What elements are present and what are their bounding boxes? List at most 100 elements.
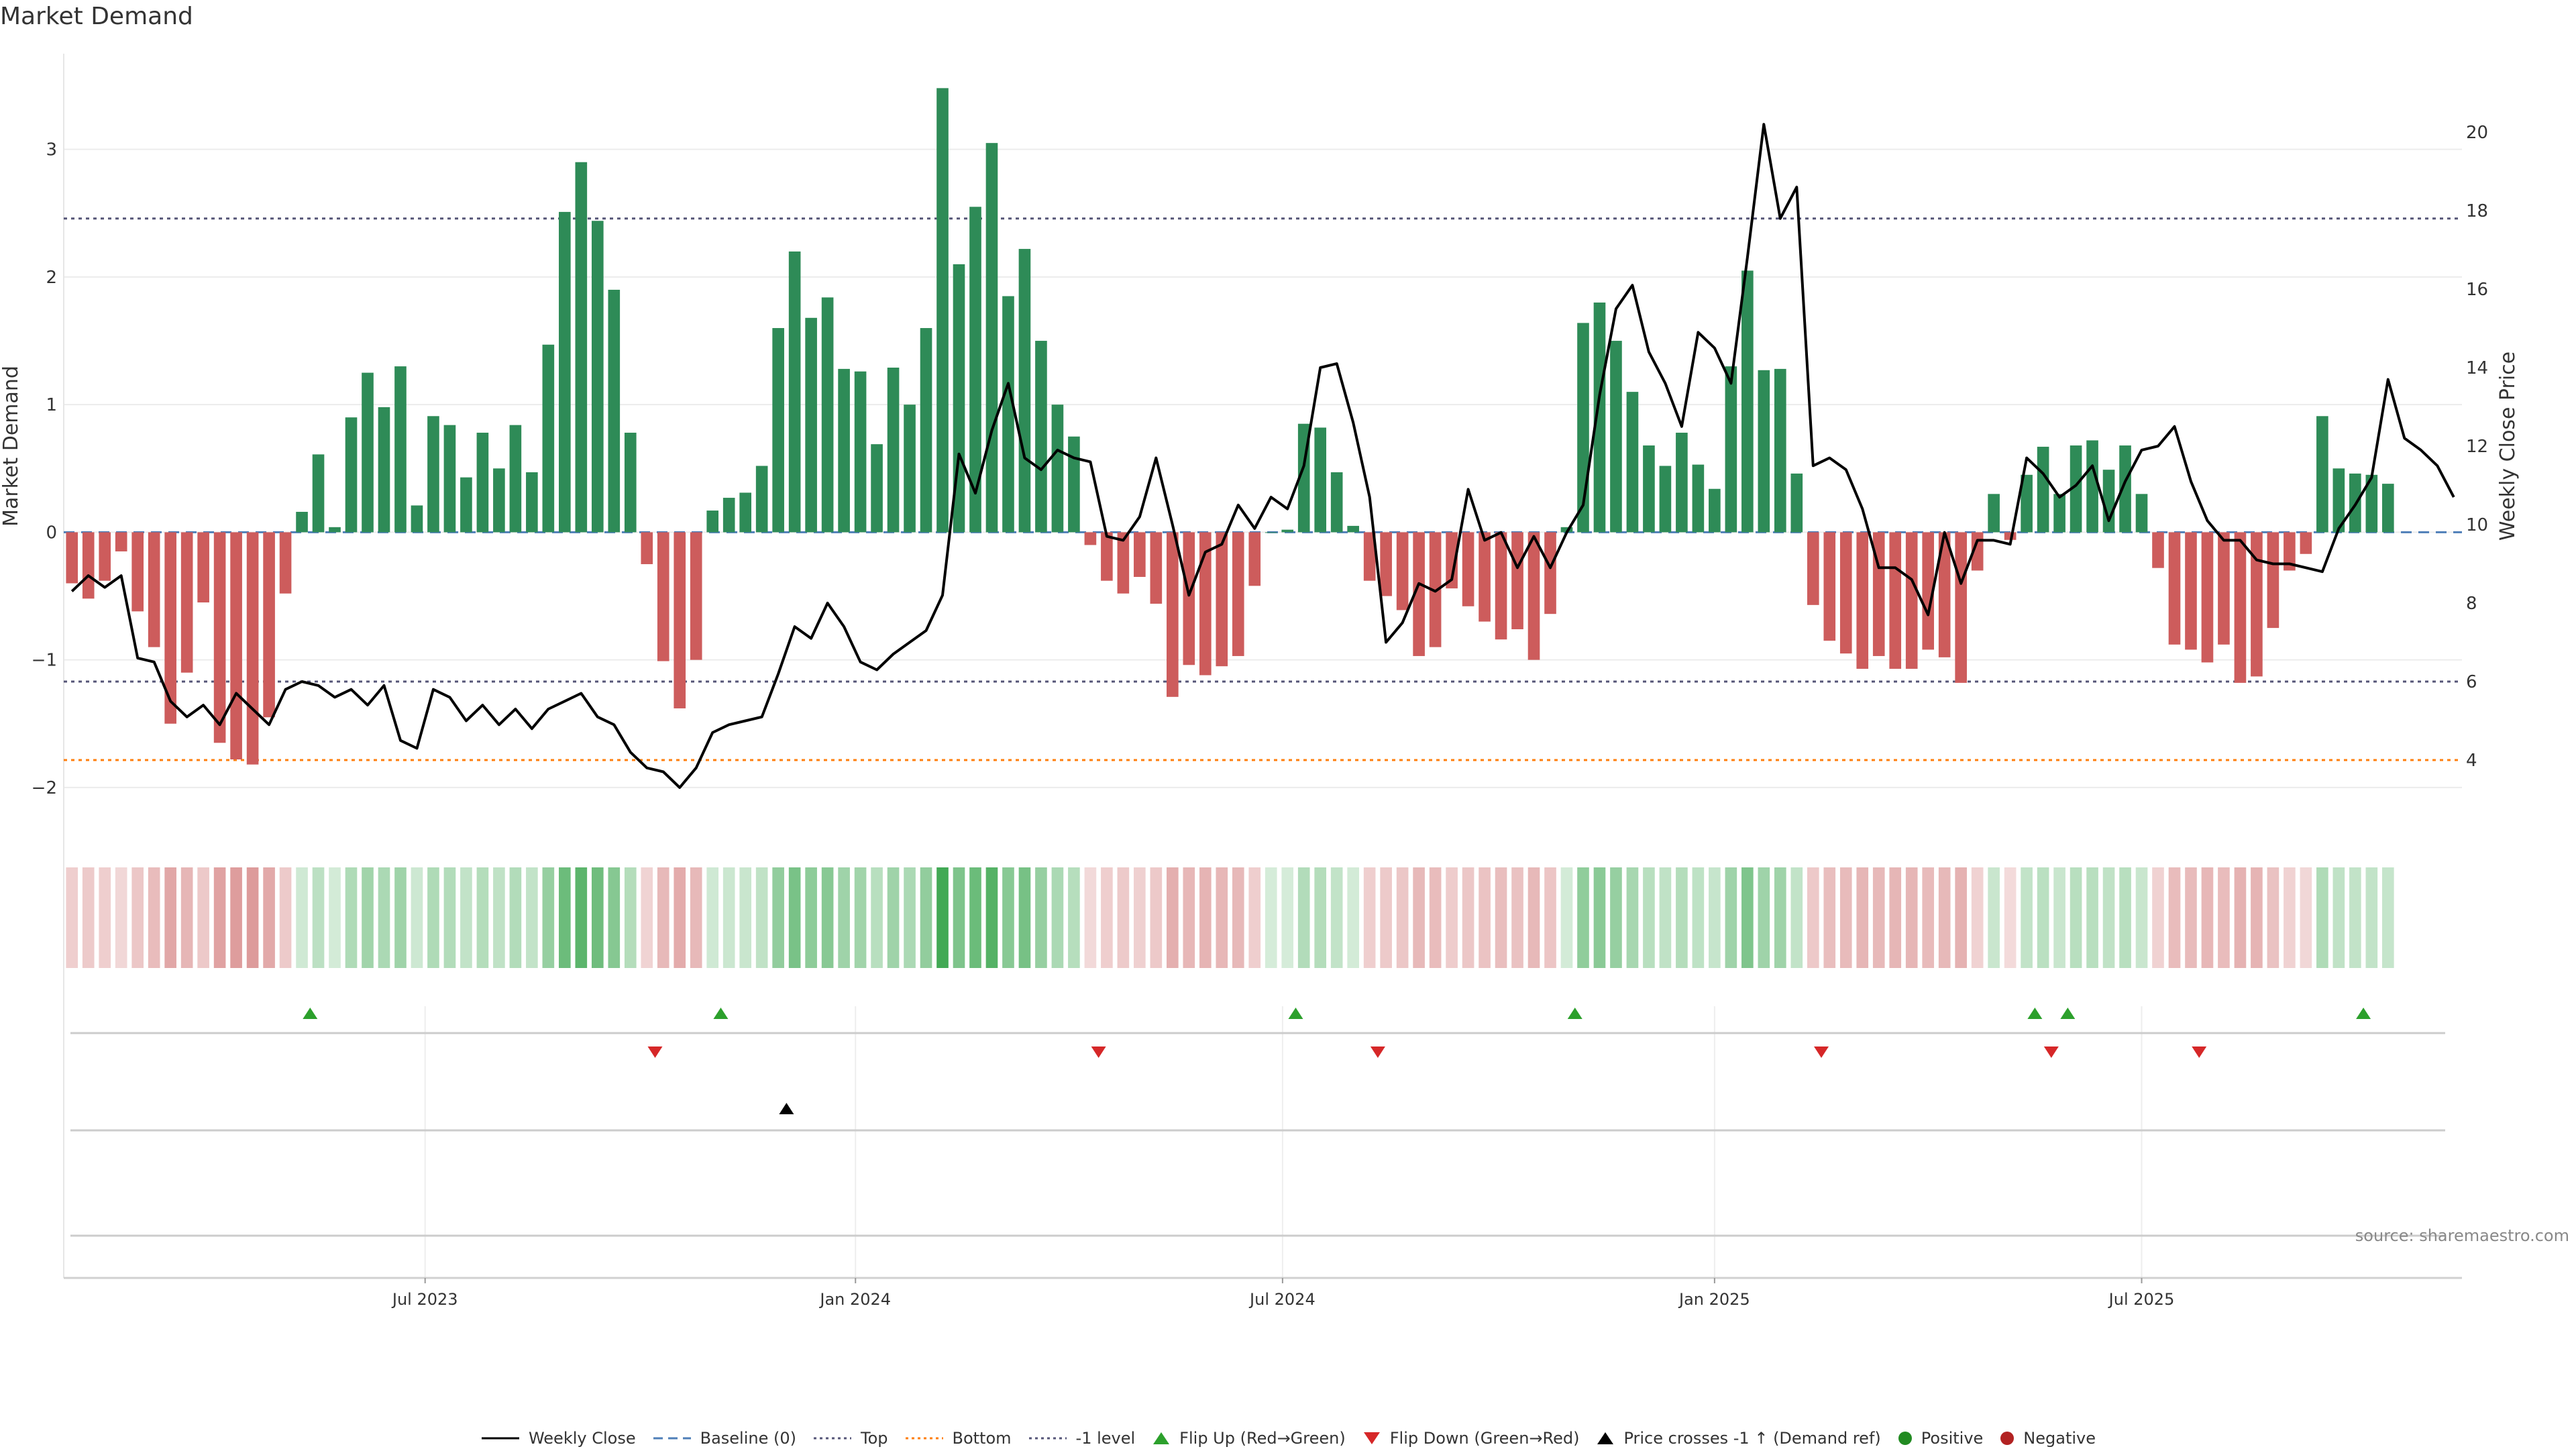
negative-bar xyxy=(1413,532,1425,656)
flip-up-marker xyxy=(2060,1008,2076,1019)
negative-bar xyxy=(1872,532,1885,656)
heat-cell xyxy=(591,867,604,968)
heat-cell xyxy=(1758,867,1770,968)
negative-bar xyxy=(1955,532,1967,683)
positive-bar xyxy=(427,416,439,533)
legend-label: Flip Up (Red→Green) xyxy=(1179,1429,1346,1448)
heat-cell xyxy=(1396,867,1409,968)
heat-cell xyxy=(1380,867,1392,968)
positive-bar xyxy=(460,477,472,533)
dotted-line-icon xyxy=(1028,1437,1067,1440)
heat-cell xyxy=(542,867,555,968)
heat-cell xyxy=(476,867,489,968)
heat-cell xyxy=(1363,867,1376,968)
source-note: source: sharemaestro.com xyxy=(2355,1226,2569,1245)
positive-bar xyxy=(2037,446,2049,533)
heat-cell xyxy=(394,867,407,968)
heat-cell xyxy=(1446,867,1458,968)
heat-cell xyxy=(1692,867,1705,968)
positive-bar xyxy=(920,328,932,533)
positive-bar xyxy=(2332,468,2345,533)
right-axis: 20 18 16 14 12 10 8 6 4 Weekly Close Price xyxy=(2466,123,2520,771)
flip-down-marker xyxy=(1814,1046,1829,1058)
heat-cell xyxy=(1018,867,1031,968)
heat-cell xyxy=(674,867,686,968)
positive-bar xyxy=(2102,470,2115,533)
flip-down-marker xyxy=(647,1046,663,1058)
negative-bar xyxy=(1216,532,1228,667)
heat-cell xyxy=(1527,867,1540,968)
heat-cell xyxy=(2037,867,2049,968)
heat-cell xyxy=(1988,867,2000,968)
positive-bar xyxy=(2316,416,2328,533)
positive-bar xyxy=(2365,474,2378,533)
negative-bar xyxy=(2218,532,2230,645)
heat-cell xyxy=(2349,867,2361,968)
right-tick-label: 18 xyxy=(2466,201,2488,221)
negative-bar xyxy=(1922,532,1935,650)
orange-dotted-line-icon xyxy=(905,1437,943,1440)
negative-bar xyxy=(82,532,95,599)
heat-cell xyxy=(2070,867,2082,968)
black-triangle-up-icon xyxy=(1597,1432,1614,1444)
heat-cell xyxy=(1823,867,1836,968)
green-circle-icon xyxy=(1898,1432,1912,1445)
heat-cell xyxy=(213,867,226,968)
heat-cell xyxy=(1905,867,1918,968)
right-tick-label: 8 xyxy=(2466,594,2477,614)
legend-item-flip-up: Flip Up (Red→Green) xyxy=(1151,1429,1346,1448)
positive-bar xyxy=(1659,466,1672,533)
heat-cell xyxy=(1659,867,1672,968)
positive-bar xyxy=(1692,464,1705,533)
negative-bar xyxy=(197,532,209,603)
positive-bar xyxy=(1988,494,2000,533)
negative-bar xyxy=(230,532,242,760)
heat-cell xyxy=(1774,867,1786,968)
negative-bar xyxy=(674,532,686,708)
negative-bar xyxy=(1839,532,1852,654)
negative-bar xyxy=(1479,532,1491,622)
heat-cell xyxy=(772,867,784,968)
heat-cell xyxy=(2053,867,2065,968)
heat-cell xyxy=(1643,867,1655,968)
left-tick-label: 3 xyxy=(46,140,57,160)
negative-bar xyxy=(1167,532,1179,697)
negative-bar xyxy=(1807,532,1819,605)
heat-cell xyxy=(821,867,834,968)
positive-bar xyxy=(887,368,900,533)
legend-label: Price crosses -1 ↑ (Demand ref) xyxy=(1623,1429,1881,1448)
positive-bar xyxy=(575,162,588,533)
positive-bar xyxy=(1035,341,1047,533)
negative-bar xyxy=(1462,532,1474,606)
heat-cell xyxy=(411,867,423,968)
heat-cell xyxy=(2152,867,2164,968)
heat-cell xyxy=(1216,867,1228,968)
positive-bar xyxy=(624,433,637,533)
heat-cell xyxy=(180,867,193,968)
heat-cell xyxy=(1413,867,1425,968)
negative-bar xyxy=(2251,532,2263,677)
price-line-group xyxy=(70,123,2455,789)
flip-up-marker xyxy=(2356,1008,2371,1019)
heat-cell xyxy=(722,867,735,968)
positive-bar xyxy=(2135,494,2148,533)
positive-bar xyxy=(1610,341,1622,533)
negative-bar xyxy=(2300,532,2312,554)
positive-bar xyxy=(1725,366,1737,533)
positive-bar xyxy=(493,468,505,533)
positive-bar xyxy=(312,454,325,533)
heat-cell xyxy=(345,867,358,968)
heat-cell xyxy=(296,867,308,968)
heat-cell xyxy=(362,867,374,968)
negative-bar xyxy=(279,532,292,594)
legend-label: Baseline (0) xyxy=(700,1429,796,1448)
heat-cell xyxy=(460,867,472,968)
dashed-line-icon xyxy=(653,1437,691,1440)
heat-cell xyxy=(1511,867,1523,968)
heat-cell xyxy=(82,867,95,968)
negative-bar xyxy=(1856,532,1869,669)
positive-bar xyxy=(953,264,965,533)
heat-cell xyxy=(1856,867,1869,968)
heat-cell xyxy=(2021,867,2033,968)
